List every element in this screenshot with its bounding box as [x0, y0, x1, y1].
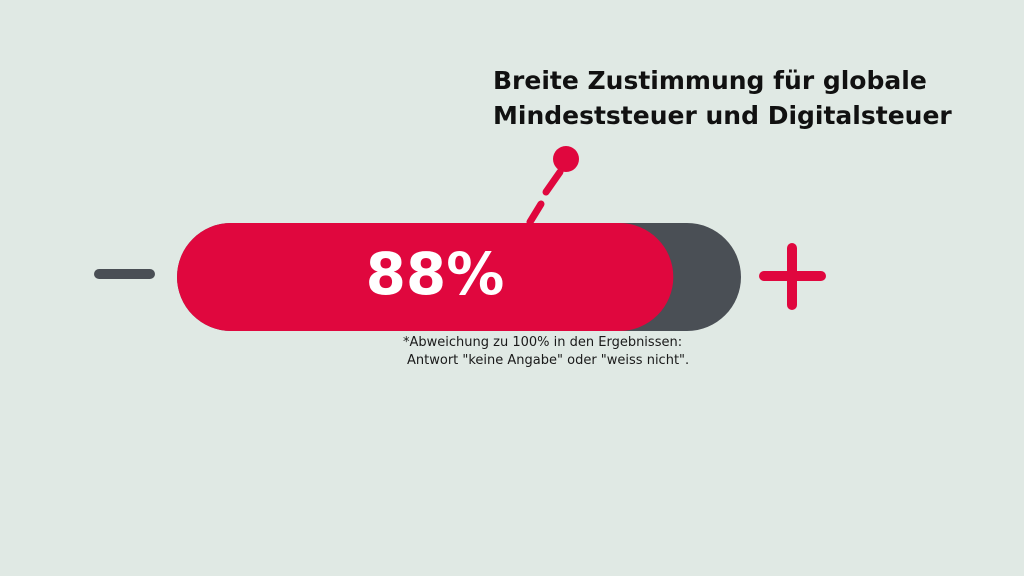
pin-pointer-icon — [526, 146, 579, 226]
bar-fill — [177, 223, 674, 331]
value-label: 88% — [366, 240, 505, 308]
footnote-line-1: *Abweichung zu 100% in den Ergebnissen: — [403, 335, 682, 350]
footnote-line-2: Antwort "keine Angabe" oder "weiss nicht… — [407, 353, 689, 368]
chart-title-line-2: Mindeststeuer und Digitalsteuer — [493, 101, 952, 130]
minus-icon — [94, 269, 155, 279]
plus-icon — [759, 243, 826, 310]
chart-title-line-1: Breite Zustimmung für globale — [493, 66, 927, 95]
